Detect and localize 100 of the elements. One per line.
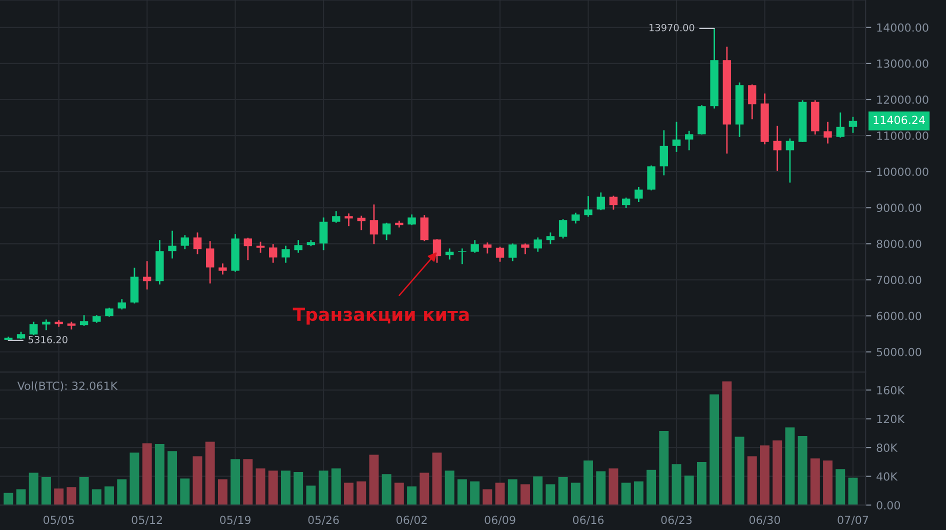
bar: [734, 436, 744, 506]
bar: [432, 452, 442, 506]
x-tick-label: 06/02: [396, 516, 427, 525]
annotation: Транзакции кита: [292, 308, 469, 325]
bar: [382, 474, 392, 506]
y-tick-label: 6000.00: [876, 312, 922, 320]
y-tick-label: 120K: [877, 414, 905, 424]
bar: [369, 454, 379, 506]
bar: [810, 458, 820, 506]
bar: [772, 440, 782, 506]
bar: [192, 456, 202, 506]
bar: [394, 482, 404, 506]
bar: [508, 479, 518, 506]
bar: [546, 484, 556, 506]
y-tick-label: 5000.00: [876, 348, 922, 356]
annotation: 13970.00: [650, 24, 694, 32]
x-tick-label: 05/12: [132, 516, 162, 525]
bar: [420, 472, 430, 506]
x-tick-label: 05/05: [44, 516, 74, 525]
y-tick-label: 13000.00: [877, 59, 928, 68]
bar: [16, 489, 26, 506]
bar: [92, 489, 102, 506]
bar: [836, 469, 846, 506]
bar: [294, 472, 304, 506]
bar: [79, 477, 89, 506]
bar: [256, 468, 266, 506]
bar: [268, 470, 278, 506]
bar: [4, 492, 14, 506]
bar: [407, 486, 417, 506]
bar: [117, 479, 127, 506]
bar: [608, 468, 618, 506]
y-tick-label: 80K: [876, 444, 898, 452]
bar: [306, 486, 316, 506]
bar: [180, 478, 190, 506]
x-tick-label: 05/26: [308, 516, 339, 525]
y-tick-label: 12000.00: [877, 95, 928, 104]
y-tick-label: 0.00: [876, 501, 900, 510]
bar: [470, 481, 480, 506]
bar: [457, 479, 467, 506]
candlestick: [344, 212, 353, 227]
y-tick-label: 9000.00: [876, 204, 922, 212]
bar: [596, 471, 606, 506]
bar: [218, 479, 228, 506]
bar: [659, 431, 669, 506]
bar: [570, 482, 580, 506]
bar: [41, 477, 51, 506]
bar: [104, 486, 114, 506]
y-tick-label: 160K: [877, 386, 905, 394]
bar: [533, 476, 543, 506]
bar: [495, 482, 505, 506]
bar: [722, 381, 732, 506]
bar: [54, 488, 64, 506]
bar: [230, 459, 240, 506]
bar: [710, 394, 720, 506]
bar: [154, 444, 164, 506]
bar: [142, 443, 152, 506]
bar: [760, 445, 770, 506]
bar: [634, 481, 644, 506]
x-tick-label: 07/07: [838, 516, 868, 525]
bar: [331, 468, 341, 506]
bar: [356, 481, 366, 506]
bar: [684, 476, 694, 506]
bar: [318, 470, 328, 506]
bar: [66, 487, 76, 506]
bar: [520, 484, 530, 506]
bar: [747, 456, 757, 506]
bar: [798, 436, 808, 506]
bar: [205, 442, 215, 506]
bar: [130, 452, 140, 506]
bar: [785, 427, 795, 506]
bar: [28, 472, 38, 506]
candlestick: [458, 248, 466, 265]
x-tick-label: 06/16: [572, 516, 604, 525]
y-tick-label: 8000.00: [876, 240, 922, 248]
bar: [621, 482, 631, 506]
bar: [823, 460, 832, 506]
bar: [243, 459, 253, 506]
y-tick-label: 14000.00: [877, 23, 928, 32]
annotation: 5316.20: [28, 336, 68, 344]
bar: [281, 470, 290, 506]
bar: [646, 470, 656, 506]
x-tick-label: 05/19: [220, 516, 251, 525]
bar: [168, 451, 178, 506]
y-tick-label: 40K: [876, 472, 898, 481]
bar: [584, 460, 593, 506]
y-tick-label: 11000.00: [877, 132, 928, 140]
y-tick-label: 7000.00: [876, 276, 922, 284]
x-tick-label: 06/30: [749, 516, 780, 525]
bar: [672, 464, 682, 506]
x-tick-label: 06/23: [661, 516, 692, 525]
annotation: Vol(BTC): 32.061K: [17, 381, 118, 392]
y-tick-label: 10000.00: [877, 168, 928, 176]
bar: [444, 470, 454, 506]
bar: [696, 462, 706, 506]
x-tick-label: 06/09: [484, 516, 516, 525]
bar: [482, 489, 492, 506]
bar: [344, 482, 354, 506]
annotation: 11406.24: [874, 116, 925, 124]
bar: [558, 477, 568, 506]
bar: [848, 478, 858, 506]
